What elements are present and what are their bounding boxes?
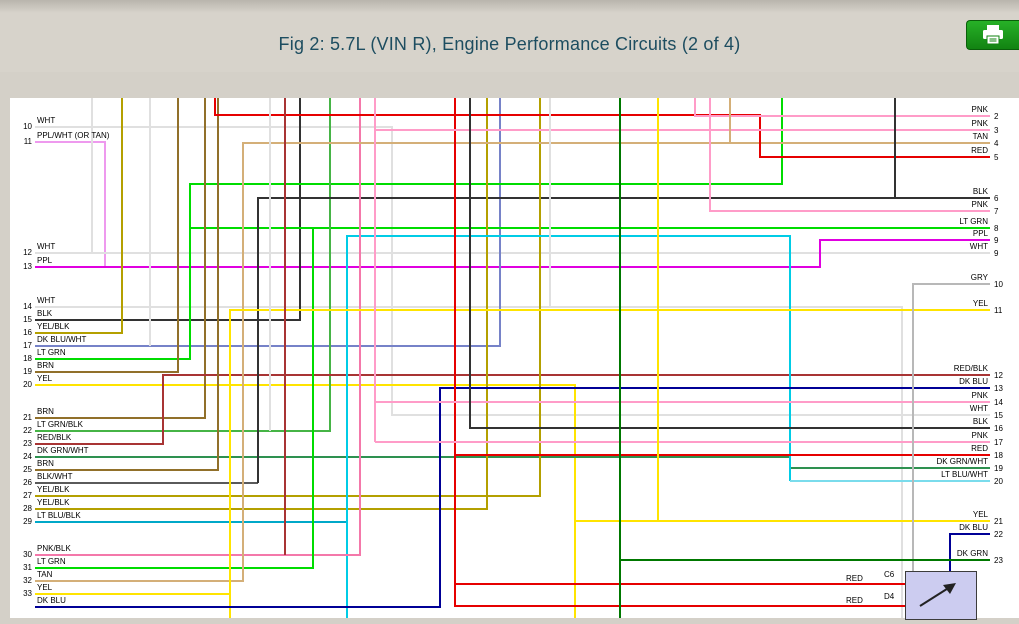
connector-box[interactable] xyxy=(905,571,977,620)
diagram-canvas xyxy=(10,98,1019,618)
header-bar: Fig 2: 5.7L (VIN R), Engine Performance … xyxy=(0,0,1019,72)
figure-title: Fig 2: 5.7L (VIN R), Engine Performance … xyxy=(278,34,741,54)
printer-icon xyxy=(983,25,1003,45)
print-button[interactable] xyxy=(966,20,1019,50)
up-right-arrow-icon xyxy=(919,583,956,607)
